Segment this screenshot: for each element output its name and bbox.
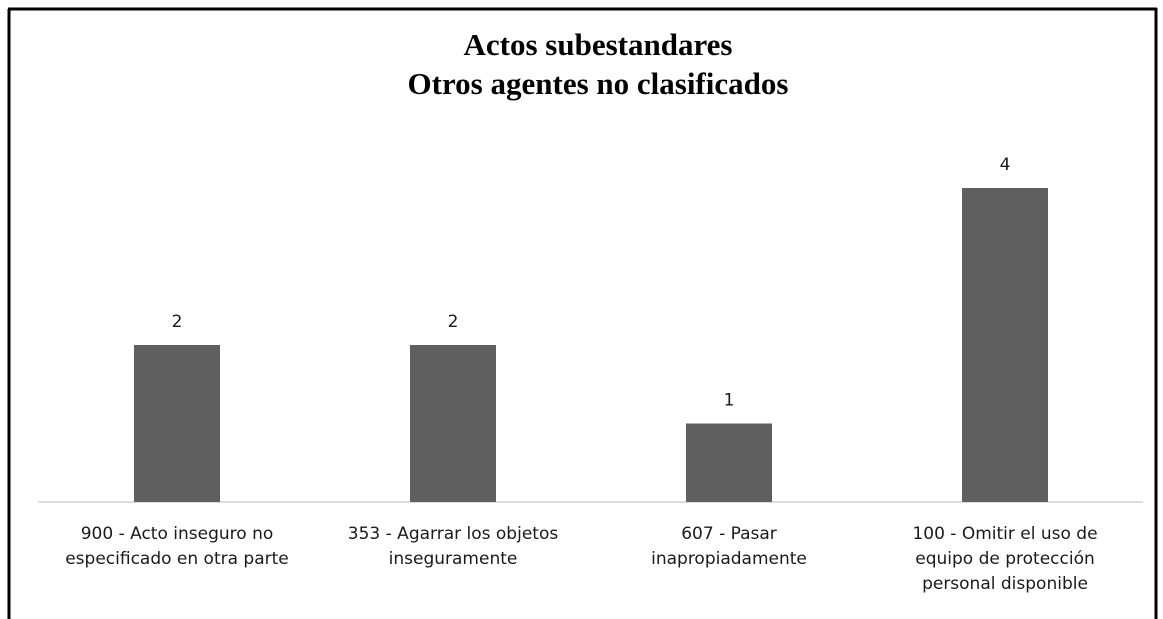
chart-subtitle: Otros agentes no clasificados	[408, 66, 789, 101]
bar	[134, 345, 220, 502]
chart-title: Actos subestandares	[464, 27, 733, 62]
x-tick-label: especificado en otra parte	[65, 549, 289, 569]
x-tick-label: equipo de protección	[915, 549, 1095, 569]
x-tick-label: 353 - Agarrar los objetos	[348, 524, 559, 544]
data-label: 2	[172, 312, 183, 332]
data-label: 1	[724, 391, 735, 411]
data-label: 4	[1000, 155, 1011, 175]
x-tick-label: inapropiadamente	[651, 549, 807, 569]
x-tick-label: personal disponible	[922, 574, 1088, 594]
bar	[962, 188, 1048, 502]
data-label: 2	[448, 312, 459, 332]
x-tick-label: inseguramente	[389, 549, 518, 569]
bar	[686, 423, 772, 502]
x-tick-label: 607 - Pasar	[681, 524, 777, 544]
x-tick-label: 100 - Omitir el uso de	[912, 524, 1097, 544]
x-tick-label: 900 - Acto inseguro no	[81, 524, 274, 544]
bar	[410, 345, 496, 502]
